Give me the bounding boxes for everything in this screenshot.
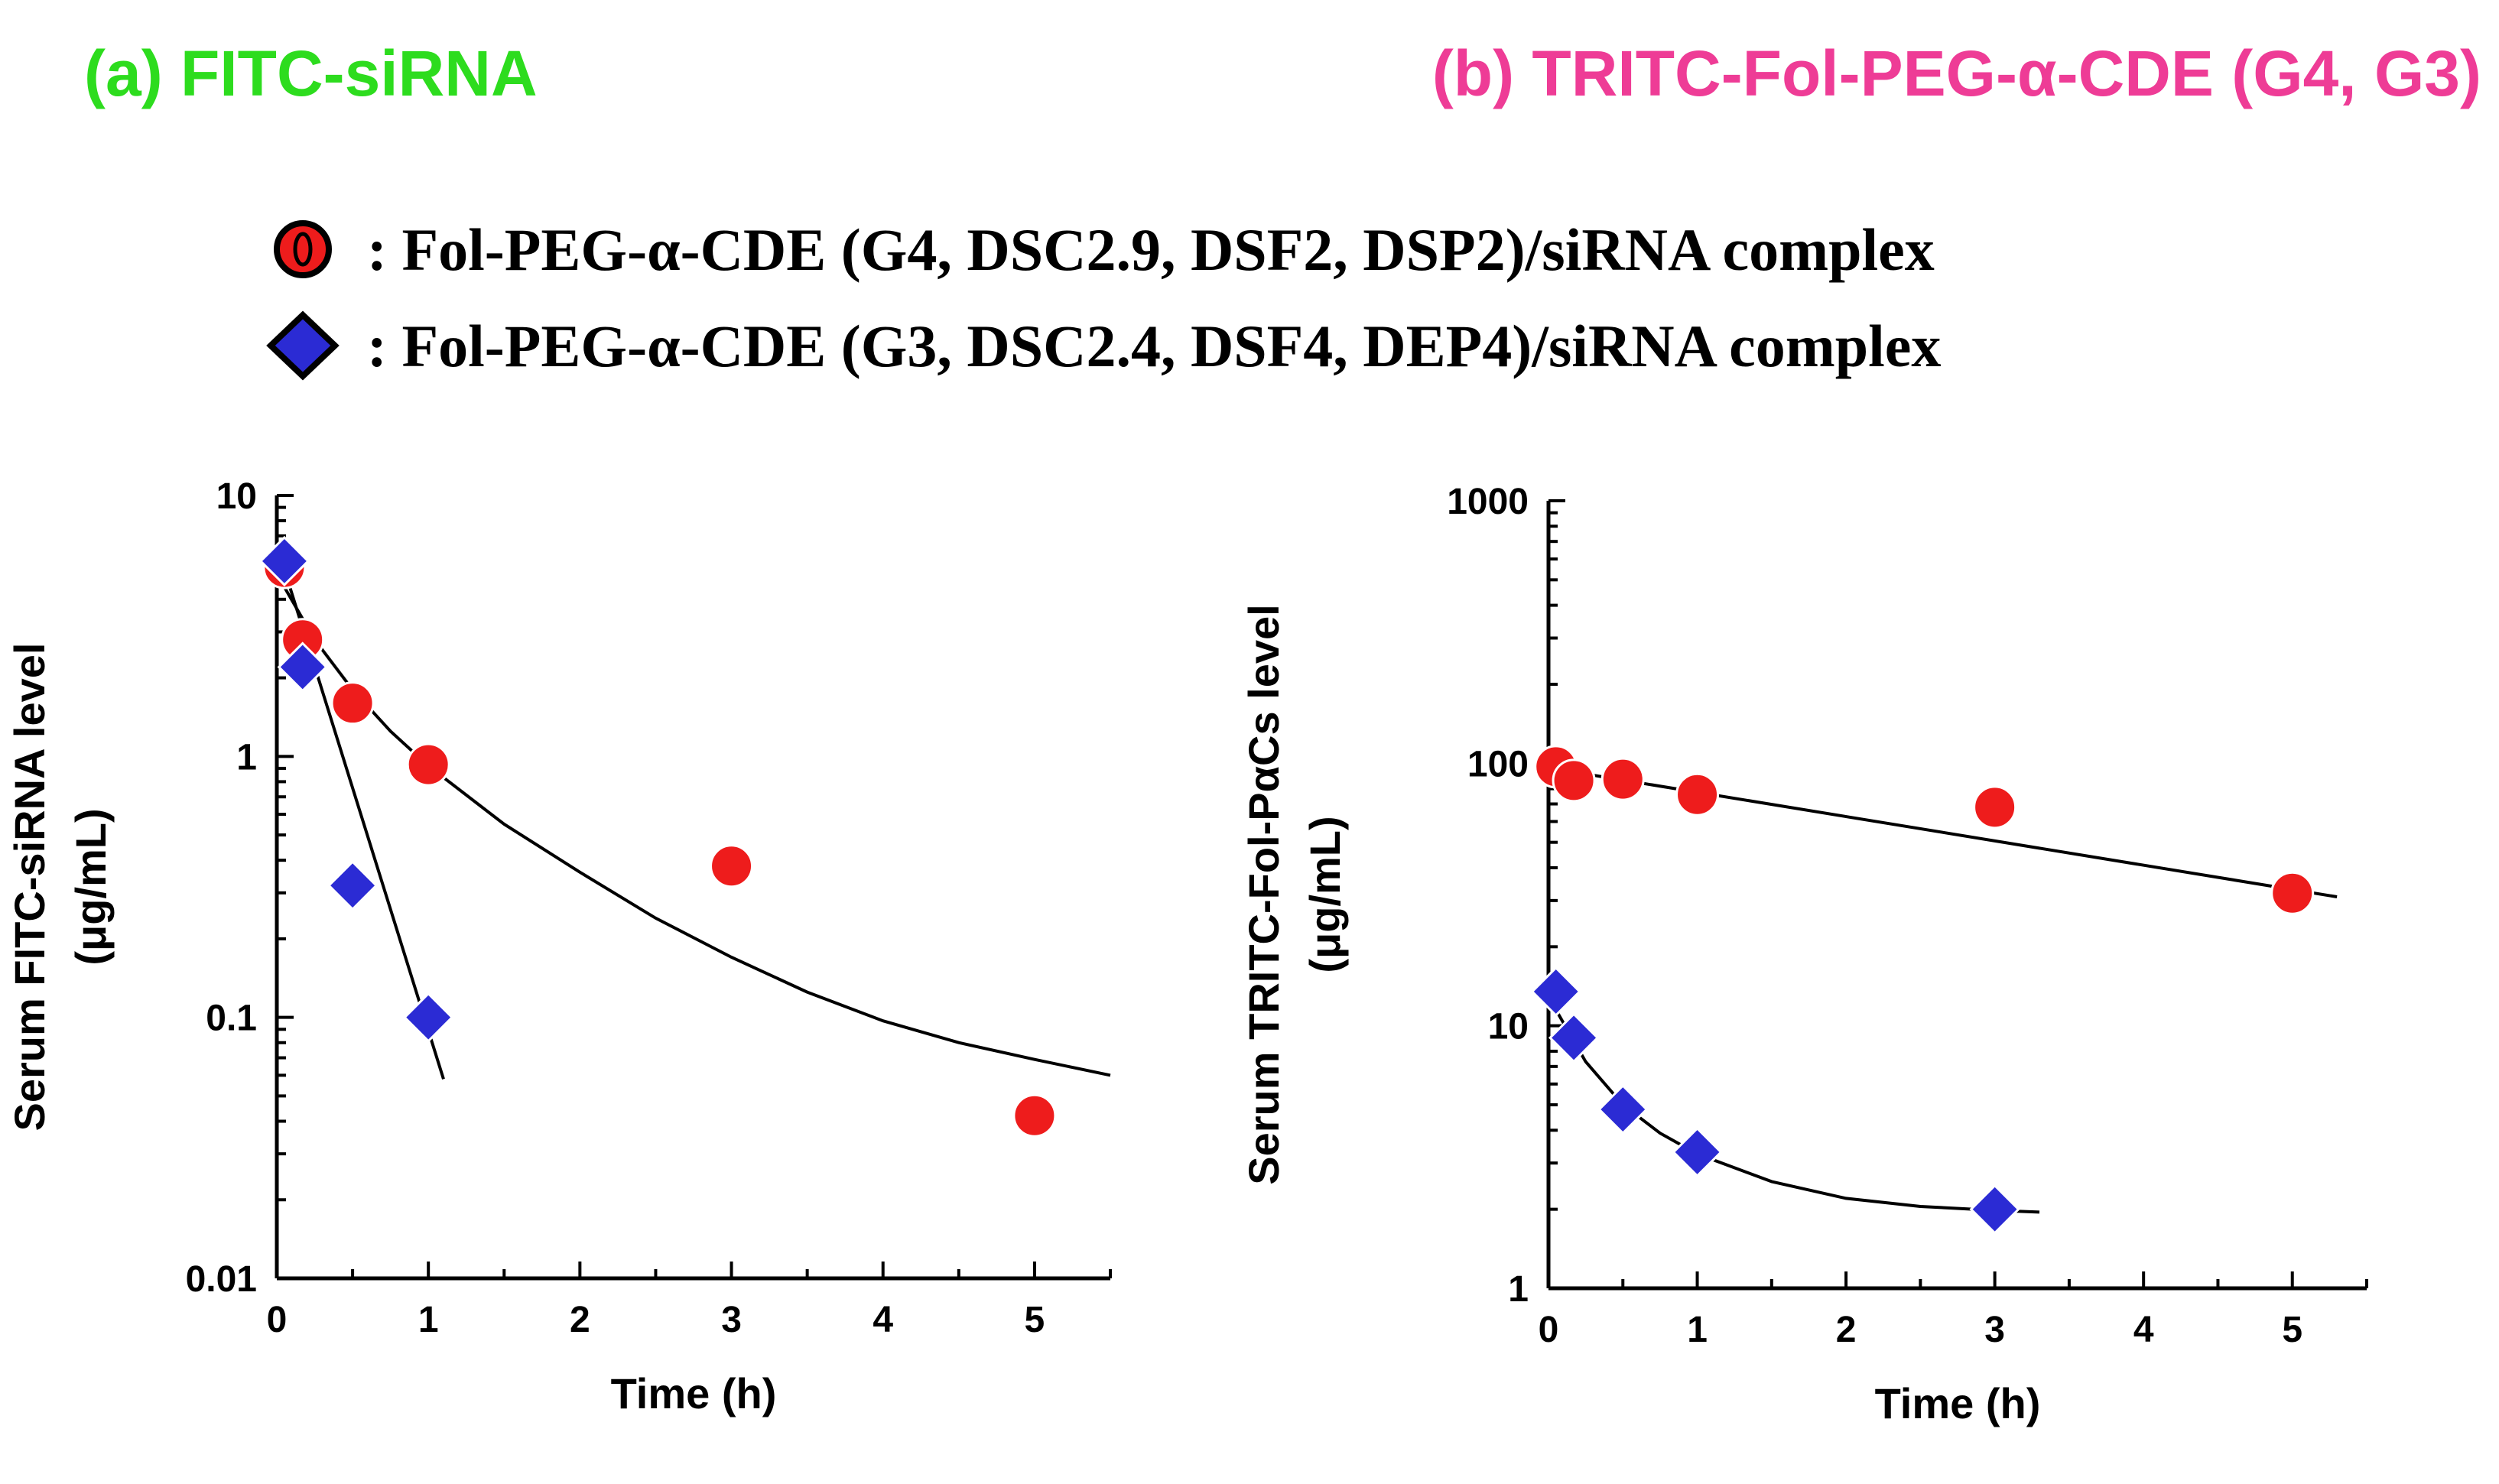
circle-fit-line bbox=[275, 573, 1111, 1077]
data-point-diamond bbox=[277, 641, 328, 693]
circle-fit-line bbox=[1555, 768, 2338, 898]
x-tick-label: 0 bbox=[267, 1300, 288, 1340]
legend-label-g4: : Fol-PEG-α-CDE (G4, DSC2.9, DSF2, DSP2)… bbox=[367, 216, 1935, 283]
data-point-diamond bbox=[1530, 966, 1581, 1018]
y-tick-label: 0.01 bbox=[186, 1259, 257, 1300]
x-axis-label: Time (h) bbox=[1875, 1379, 2041, 1427]
x-tick-label: 4 bbox=[2133, 1310, 2154, 1350]
chart-a: 0.01 0.1 1 10 0 1 2 3 4 5 Time (h) Serum FITC-siRNA… bbox=[5, 476, 1112, 1417]
y-tick-label: 1 bbox=[236, 737, 257, 778]
x-tick-label: 1 bbox=[418, 1300, 439, 1340]
x-tick-label: 0 bbox=[1539, 1310, 1559, 1350]
legend: : Fol-PEG-α-CDE (G4, DSC2.9, DSF2, DSP2)… bbox=[266, 216, 1941, 381]
x-tick-label: 3 bbox=[1984, 1310, 2005, 1350]
y-axis-label-unit: (μg/mL) bbox=[1301, 816, 1349, 973]
legend-diamond-marker bbox=[266, 310, 340, 381]
data-point-diamond bbox=[403, 992, 454, 1043]
data-point-circle bbox=[710, 844, 754, 888]
x-tick-label: 4 bbox=[873, 1300, 893, 1340]
data-point-circle bbox=[1012, 1093, 1057, 1138]
x-tick-label: 2 bbox=[570, 1300, 590, 1340]
panel-a-title: (a) FITC-siRNA bbox=[84, 37, 538, 109]
data-point-circle bbox=[1600, 757, 1645, 801]
y-tick-label: 1000 bbox=[1447, 482, 1529, 522]
data-point-circle bbox=[2270, 871, 2315, 915]
y-tick-label: 10 bbox=[216, 476, 257, 517]
data-point-diamond bbox=[327, 860, 379, 911]
data-point-circle bbox=[406, 742, 450, 787]
y-axis-label-unit: (μg/mL) bbox=[67, 808, 115, 965]
data-point-diamond bbox=[1672, 1126, 1723, 1178]
x-axis-label: Time (h) bbox=[611, 1369, 777, 1417]
y-tick-label: 10 bbox=[1488, 1007, 1529, 1047]
y-tick-label: 100 bbox=[1467, 744, 1529, 784]
y-tick-label: 1 bbox=[1508, 1269, 1529, 1310]
data-point-circle bbox=[1552, 758, 1596, 803]
panel-b-title: (b) TRITC-Fol-PEG-α-CDE (G4, G3) bbox=[1432, 37, 2481, 109]
data-point-diamond bbox=[258, 535, 310, 587]
y-tick-label: 0.1 bbox=[206, 999, 257, 1039]
data-point-diamond bbox=[1597, 1083, 1649, 1135]
diamond-fit-line bbox=[1554, 1008, 2040, 1214]
data-point-diamond bbox=[1969, 1184, 2020, 1235]
x-tick-label: 5 bbox=[1025, 1300, 1045, 1340]
legend-item-g4: : Fol-PEG-α-CDE (G4, DSC2.9, DSF2, DSP2)… bbox=[274, 216, 1935, 283]
x-tick-label: 2 bbox=[1836, 1310, 1857, 1350]
y-axis-label: Serum FITC-siRNA level bbox=[5, 643, 54, 1132]
data-point-diamond bbox=[1548, 1012, 1600, 1063]
legend-item-g3: : Fol-PEG-α-CDE (G3, DSC2.4, DSF4, DEP4)… bbox=[266, 310, 1941, 381]
y-axis-label: Serum TRITC-Fol-PαCs level bbox=[1240, 604, 1288, 1184]
data-point-circle bbox=[1675, 772, 1720, 817]
legend-circle-marker-inner bbox=[293, 232, 313, 267]
x-tick-label: 3 bbox=[721, 1300, 742, 1340]
x-tick-label: 5 bbox=[2282, 1310, 2302, 1350]
x-tick-label: 1 bbox=[1687, 1310, 1708, 1350]
legend-label-g3: : Fol-PEG-α-CDE (G3, DSC2.4, DSF4, DEP4)… bbox=[367, 313, 1941, 379]
legend-circle-marker bbox=[274, 220, 332, 278]
data-point-circle bbox=[330, 681, 375, 726]
data-point-circle bbox=[1973, 785, 2017, 830]
